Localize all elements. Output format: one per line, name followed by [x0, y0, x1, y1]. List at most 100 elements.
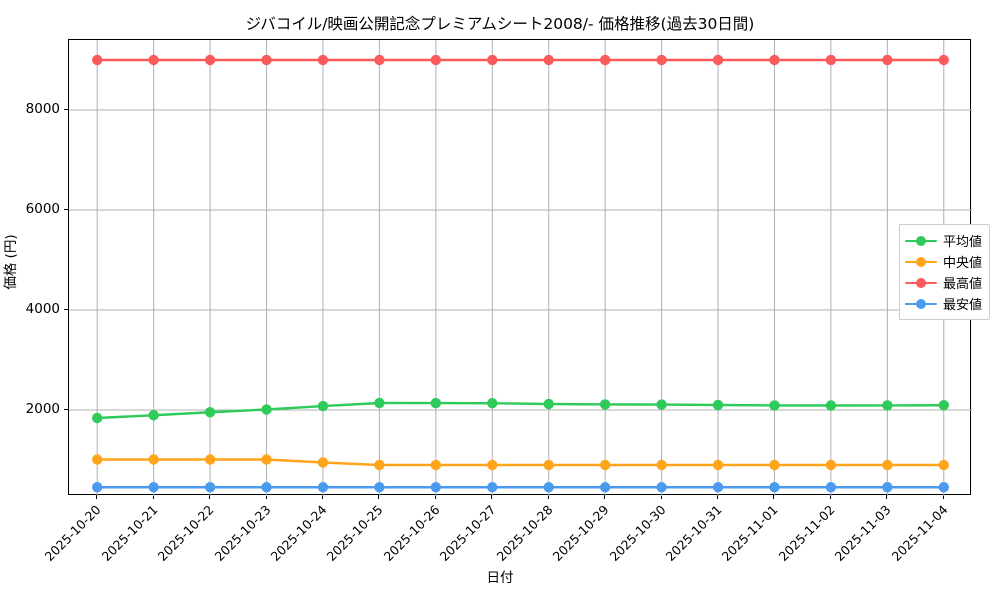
data-point: [543, 459, 554, 471]
data-point: [825, 400, 837, 411]
data-point: [938, 54, 949, 66]
series-line: [96, 401, 945, 420]
y-axis-label: 価格 (円): [3, 234, 19, 290]
data-point: [374, 482, 385, 493]
x-tick-label: 2025-11-01: [719, 502, 782, 564]
series-最高値: [92, 54, 949, 66]
legend-swatch-icon: [905, 234, 937, 248]
legend-item-最安値[interactable]: 最安値: [905, 293, 982, 314]
data-point: [148, 410, 159, 421]
legend-swatch-icon: [905, 297, 937, 311]
data-point: [261, 454, 272, 465]
data-point: [712, 459, 724, 471]
x-tick-label: 2025-10-23: [211, 502, 274, 564]
data-point: [599, 399, 611, 410]
data-point: [204, 454, 216, 465]
data-point: [712, 54, 724, 66]
plot-svg: [69, 40, 972, 496]
data-point: [882, 54, 893, 66]
x-tick-label: 2025-10-21: [98, 502, 161, 564]
x-tick-label: 2025-10-26: [380, 502, 443, 564]
data-point: [769, 54, 780, 66]
data-point: [92, 454, 103, 465]
data-point: [656, 399, 667, 410]
y-tick-label: 8000: [25, 101, 60, 117]
legend-label: 平均値: [943, 235, 983, 250]
data-point: [712, 399, 724, 411]
chart-title: ジバコイル/映画公開記念プレミアムシート2008/- 価格推移(過去30日間): [245, 15, 755, 33]
data-point: [92, 412, 103, 424]
data-point: [543, 398, 554, 410]
data-point: [317, 457, 329, 468]
data-point: [487, 398, 498, 409]
data-point: [317, 482, 329, 493]
data-point: [769, 482, 780, 493]
legend-label: 最高値: [943, 277, 983, 292]
data-point: [938, 459, 949, 471]
data-point: [543, 482, 554, 493]
series-平均値: [92, 397, 949, 424]
data-point: [938, 482, 949, 493]
legend-label: 中央値: [943, 256, 983, 271]
data-point: [825, 54, 837, 66]
data-point: [882, 459, 893, 471]
x-tick-label: 2025-10-24: [267, 502, 330, 564]
data-point: [430, 482, 442, 493]
chart-legend: 平均値中央値最高値 最安値: [899, 224, 991, 320]
x-tick-label: 2025-10-29: [549, 502, 612, 564]
data-point: [825, 459, 837, 471]
plot-area: [68, 39, 972, 496]
data-point: [882, 400, 893, 411]
data-point: [204, 407, 216, 418]
data-point: [769, 400, 780, 411]
legend-item-最高値[interactable]: 最高値: [905, 272, 982, 293]
x-tick-label: 2025-10-22: [154, 502, 217, 564]
data-point: [656, 54, 667, 66]
data-point: [374, 397, 385, 409]
data-point: [374, 459, 385, 471]
data-point: [430, 397, 442, 409]
y-tick-label: 4000: [25, 301, 60, 317]
data-point: [430, 54, 442, 66]
data-point: [204, 482, 216, 493]
data-point: [374, 54, 385, 66]
x-tick-label: 2025-10-30: [606, 502, 669, 564]
y-tick-label: 2000: [25, 401, 60, 417]
y-tick-label: 6000: [25, 201, 60, 217]
data-point: [261, 54, 272, 66]
legend-item-中央値[interactable]: 中央値: [905, 251, 982, 272]
data-point: [825, 482, 837, 493]
data-point: [204, 54, 216, 66]
legend-swatch-icon: [905, 276, 937, 290]
data-point: [430, 459, 442, 471]
data-point: [769, 459, 780, 471]
data-point: [148, 54, 159, 66]
data-point: [543, 54, 554, 66]
data-point: [656, 459, 667, 471]
data-point: [148, 454, 159, 465]
x-tick-label: 2025-10-27: [436, 502, 499, 564]
x-tick-label: 2025-10-20: [41, 502, 104, 564]
series-line: [96, 458, 945, 467]
data-point: [487, 482, 498, 493]
x-tick-label: 2025-10-25: [324, 502, 387, 564]
data-point: [261, 404, 272, 415]
x-tick-label: 2025-11-02: [775, 502, 838, 564]
data-point: [317, 54, 329, 66]
data-point: [317, 400, 329, 412]
data-point: [148, 482, 159, 493]
x-tick-label: 2025-10-31: [662, 502, 725, 564]
data-point: [882, 482, 893, 493]
data-point: [261, 482, 272, 493]
data-point: [938, 400, 949, 411]
data-point: [656, 482, 667, 493]
x-tick-label: 2025-11-03: [831, 502, 894, 564]
data-point: [92, 54, 103, 66]
data-point: [599, 482, 611, 493]
series-中央値: [92, 454, 949, 471]
data-point: [599, 459, 611, 471]
x-tick-label: 2025-11-04: [888, 502, 951, 564]
data-point: [487, 54, 498, 66]
legend-item-平均値[interactable]: 平均値: [905, 230, 982, 251]
